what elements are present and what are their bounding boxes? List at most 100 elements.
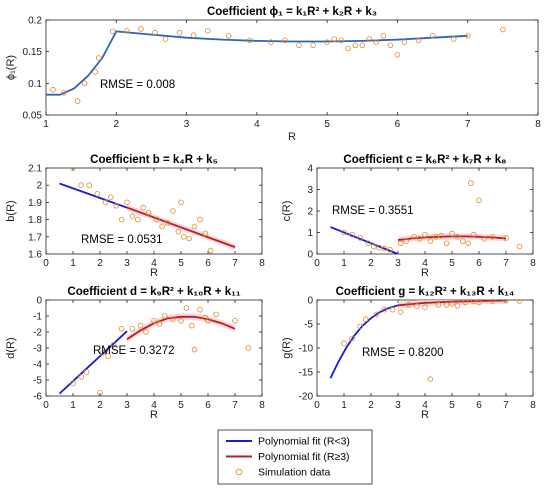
subplot-title: Coefficient g = k₁₂R² + k₁₃R + k₁₄ — [336, 286, 515, 298]
confidence-band — [127, 313, 235, 343]
x-tick-label: 0 — [43, 400, 49, 411]
y-tick-label: 0 — [36, 296, 42, 307]
data-point — [159, 223, 165, 230]
x-tick-label: 3 — [124, 258, 130, 269]
data-point — [359, 42, 366, 49]
data-point — [186, 235, 192, 242]
x-tick-label: 8 — [530, 400, 536, 411]
y-tick-label: 1.6 — [28, 250, 42, 261]
subplot-title: Coefficient ϕ₁ = k₁R² + k₂R + k₃ — [207, 6, 377, 18]
y-axis-label: d(R) — [5, 337, 17, 358]
fit-line-fit — [46, 30, 468, 96]
x-tick-label: 1 — [341, 400, 347, 411]
data-point — [94, 191, 101, 197]
data-point — [152, 29, 158, 36]
data-point — [113, 203, 119, 209]
data-point — [78, 182, 84, 189]
x-tick-label: 8 — [259, 258, 265, 269]
data-point — [394, 51, 401, 58]
data-point — [151, 317, 157, 324]
rmse-annotation: RMSE = 0.3272 — [93, 345, 175, 357]
x-tick-label: 1 — [341, 258, 347, 269]
data-point — [331, 36, 338, 42]
y-tick-label: -6 — [33, 392, 42, 403]
data-point — [202, 230, 209, 237]
data-point — [138, 26, 144, 32]
data-point — [202, 314, 209, 321]
legend: Polynomial fit (R<3) Polynomial fit (R≥3)… — [217, 429, 373, 485]
x-axis-label: R — [150, 409, 158, 421]
x-tick-label: 2 — [97, 258, 103, 269]
data-point — [516, 300, 523, 304]
plot-area — [46, 26, 506, 104]
data-point — [454, 302, 461, 309]
data-point — [397, 240, 404, 247]
y-tick-label: -2 — [33, 328, 42, 339]
data-point — [397, 309, 404, 315]
data-point — [481, 236, 488, 242]
subplot-title: Coefficient d = k₉R² + k₁₀R + k₁₁ — [67, 286, 240, 298]
data-point — [124, 27, 130, 34]
y-tick-label: 2 — [36, 181, 42, 192]
confidence-band — [398, 233, 506, 244]
data-point — [205, 317, 211, 324]
x-tick-label: 6 — [476, 400, 482, 411]
data-point — [153, 216, 160, 223]
data-point — [118, 216, 125, 223]
data-point — [110, 28, 116, 35]
y-tick-label: 3 — [307, 185, 313, 196]
legend-label: Simulation data — [258, 467, 331, 479]
y-axis-label: g(R) — [281, 337, 293, 358]
y-tick-label: 0.05 — [23, 111, 43, 122]
data-point — [162, 313, 168, 319]
data-point — [145, 209, 152, 216]
legend-entry: Simulation data — [235, 467, 331, 479]
data-point — [470, 300, 477, 305]
data-point — [180, 234, 187, 240]
subplot-d: 0 1 2 3 4 5 6 7 8 -6 -5 -4 -3 -2 -1 0 Coefficient d = k₉… — [5, 286, 265, 421]
data-point — [81, 80, 88, 87]
data-point — [362, 316, 369, 323]
x-tick-label: 7 — [503, 400, 509, 411]
x-tick-label: 1 — [70, 400, 76, 411]
y-axis-label: b(R) — [5, 200, 17, 221]
data-point — [156, 321, 163, 327]
x-tick-label: 7 — [503, 258, 509, 269]
y-tick-label: 1 — [307, 228, 313, 239]
data-point — [92, 69, 98, 75]
data-point — [357, 323, 364, 330]
y-tick-label: 2 — [307, 207, 313, 218]
data-point — [129, 213, 136, 220]
data-point — [389, 306, 396, 313]
data-point — [282, 37, 288, 44]
data-point — [489, 234, 496, 240]
data-point — [427, 238, 434, 244]
data-point — [516, 243, 523, 250]
data-point — [387, 246, 393, 253]
legend-marker-swatch — [235, 468, 243, 476]
x-tick-label: 5 — [449, 258, 455, 269]
data-point — [381, 245, 388, 252]
x-tick-label: 4 — [151, 258, 157, 269]
x-tick-label: 0 — [314, 400, 320, 411]
data-point — [137, 322, 144, 329]
data-point — [189, 322, 195, 329]
subplots: 1 2 3 4 5 6 7 8 0.05 0.1 0.15 0.2 Coefficient ϕ₁ = k… — [5, 6, 541, 421]
data-point — [345, 45, 352, 52]
x-tick-label: 7 — [465, 119, 471, 130]
data-point — [405, 301, 412, 308]
x-tick-label: 3 — [124, 400, 130, 411]
x-tick-label: 8 — [535, 119, 541, 130]
y-tick-label: 0 — [307, 296, 313, 307]
data-point — [183, 305, 190, 311]
legend-entry: Polynomial fit (R≥3) — [226, 451, 350, 463]
data-point — [503, 300, 509, 304]
data-point — [427, 376, 434, 383]
axes-box — [45, 19, 539, 116]
data-point — [97, 389, 103, 396]
data-point — [373, 39, 380, 45]
data-point — [422, 231, 428, 238]
y-tick-label: -1 — [33, 312, 42, 323]
plot-area — [58, 305, 252, 396]
data-point — [225, 32, 232, 39]
